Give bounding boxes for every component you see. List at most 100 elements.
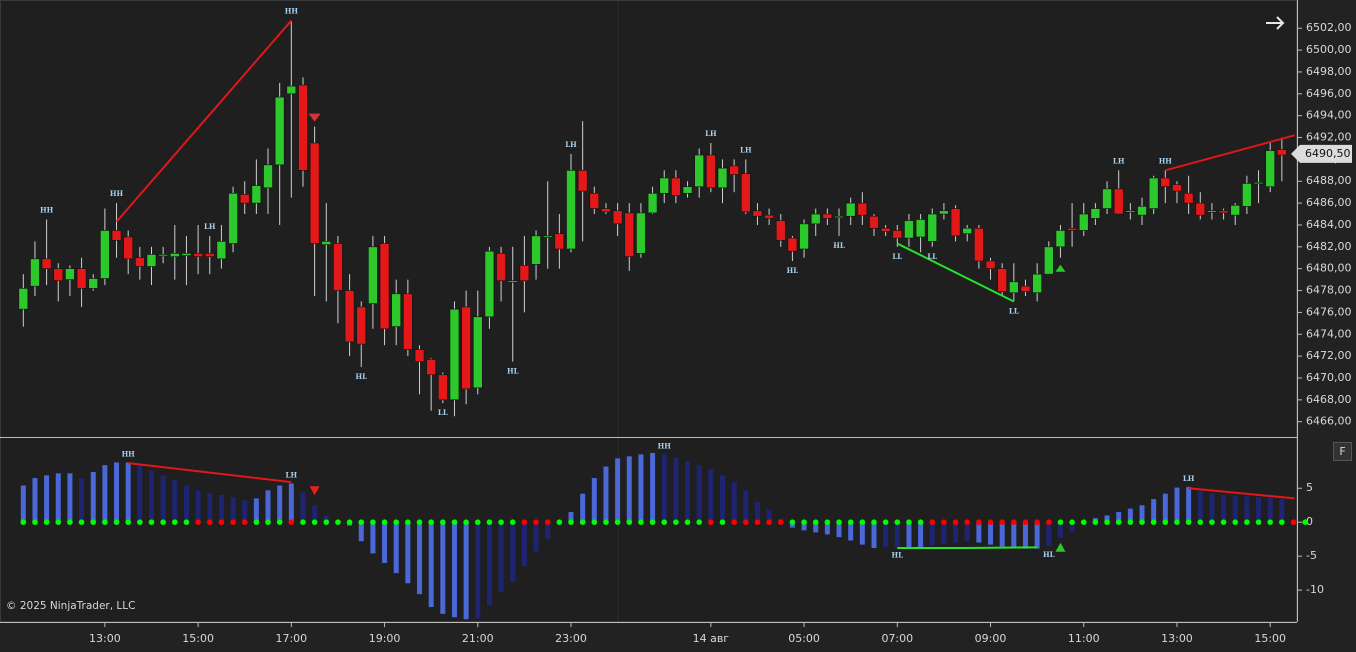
histogram-bar	[848, 522, 854, 541]
candle-body	[589, 192, 600, 209]
signal-dot	[102, 519, 108, 525]
y-tick-label: -10	[1306, 583, 1324, 596]
plot-layer: 13:00 15:00 17:00 19:00 21:00 23:00 14 авг 05:0…	[18, 7, 1352, 645]
histogram-bar	[801, 522, 807, 531]
histogram-bar	[1022, 522, 1028, 549]
candle-body	[426, 359, 436, 376]
histogram-bar	[1186, 486, 1192, 523]
candle-body	[974, 227, 984, 262]
signal-dot	[1220, 519, 1227, 525]
signal-dot	[1045, 519, 1052, 525]
signal-dot	[1080, 519, 1087, 525]
swing-label: HL	[507, 367, 519, 376]
signal-dot	[1127, 519, 1134, 525]
candle-body	[30, 258, 40, 287]
histogram-bar	[650, 452, 656, 523]
y-tick-label: 6486,00	[1306, 196, 1352, 209]
histogram-bar	[1057, 522, 1063, 538]
histogram-bar	[533, 522, 539, 552]
histogram-bar	[125, 462, 131, 523]
histogram-bar	[463, 522, 469, 620]
candle-body	[403, 293, 413, 350]
swing-line	[128, 462, 292, 484]
swing-line	[115, 19, 293, 223]
candle-body	[507, 280, 518, 283]
signal-dot	[696, 519, 702, 525]
histogram-bar	[265, 490, 271, 523]
histogram-bar	[1162, 493, 1168, 523]
swing-label: LH	[740, 145, 752, 154]
signal-dot	[1174, 519, 1180, 525]
histogram-bar	[743, 490, 749, 523]
histogram-bar	[626, 456, 632, 523]
histogram-bar	[1151, 499, 1157, 523]
x-tick-label: 07:00	[881, 632, 913, 645]
signal-dot	[1244, 519, 1250, 525]
histogram-bar	[824, 522, 830, 535]
histogram-bar	[1221, 495, 1227, 523]
candle-body	[438, 374, 448, 401]
histogram-bar	[323, 515, 329, 523]
signal-dot	[521, 519, 528, 525]
panel-button[interactable]	[1333, 442, 1352, 461]
x-tick-label: 09:00	[975, 632, 1007, 645]
candle-body	[309, 142, 320, 244]
signal-dot	[463, 519, 469, 525]
signal-dot	[137, 519, 143, 525]
histogram-bar	[1256, 497, 1262, 523]
panel-button-label[interactable]: F	[1339, 445, 1345, 458]
arrow-icon[interactable]	[1266, 16, 1285, 30]
signal-dot	[906, 519, 912, 525]
candle-body	[880, 227, 891, 232]
x-tick-label: 15:00	[182, 632, 214, 645]
signal-dot	[812, 519, 819, 525]
candle-body	[484, 250, 495, 318]
histogram-bar	[1232, 495, 1238, 523]
candle-body	[333, 243, 343, 291]
signal-dot	[987, 519, 994, 525]
copyright: © 2025 NinjaTrader, LLC	[6, 600, 135, 612]
candle-body	[1277, 149, 1287, 156]
swing-label: LL	[1009, 306, 1019, 315]
candle-body	[344, 290, 355, 343]
signal-dot	[218, 519, 225, 525]
signal-dot	[125, 519, 131, 525]
signal-dot	[777, 519, 784, 525]
swing-label: LH	[705, 129, 717, 138]
candle-body	[158, 254, 168, 257]
histogram-bar	[183, 485, 189, 523]
swing-label: LL	[892, 252, 902, 261]
candle-body	[216, 241, 227, 260]
histogram-bar	[207, 492, 213, 523]
signal-dot	[708, 519, 714, 525]
x-tick-label: 23:00	[555, 632, 587, 645]
candle-body	[251, 185, 262, 204]
histogram-bar	[79, 478, 85, 523]
signal-dot	[440, 519, 446, 525]
histogram-bar	[638, 454, 644, 523]
candle-body	[1195, 202, 1206, 216]
signal-dot	[253, 519, 260, 525]
y-tick-label: 6500,00	[1306, 43, 1352, 56]
signal-dot	[1232, 519, 1239, 525]
signal-marker	[308, 113, 321, 122]
y-tick-label: 6488,00	[1306, 174, 1352, 187]
candle-body	[764, 214, 774, 219]
candle-body	[624, 212, 635, 257]
signal-dot	[276, 519, 283, 525]
histogram-bar	[160, 475, 166, 523]
swing-label: LH	[204, 222, 216, 231]
candle-body	[636, 212, 646, 254]
histogram-bar	[172, 480, 178, 523]
histogram-bar	[591, 478, 597, 523]
histogram-bar	[242, 500, 248, 523]
x-tick-label: 21:00	[462, 632, 494, 645]
histogram-bar	[393, 522, 399, 574]
signal-dot	[346, 519, 353, 525]
candle-body	[368, 246, 378, 304]
histogram-bar	[300, 492, 306, 523]
histogram-bar	[685, 461, 691, 523]
histogram-bar	[1116, 512, 1122, 523]
signal-dot	[789, 519, 796, 525]
signal-dot	[719, 519, 726, 525]
